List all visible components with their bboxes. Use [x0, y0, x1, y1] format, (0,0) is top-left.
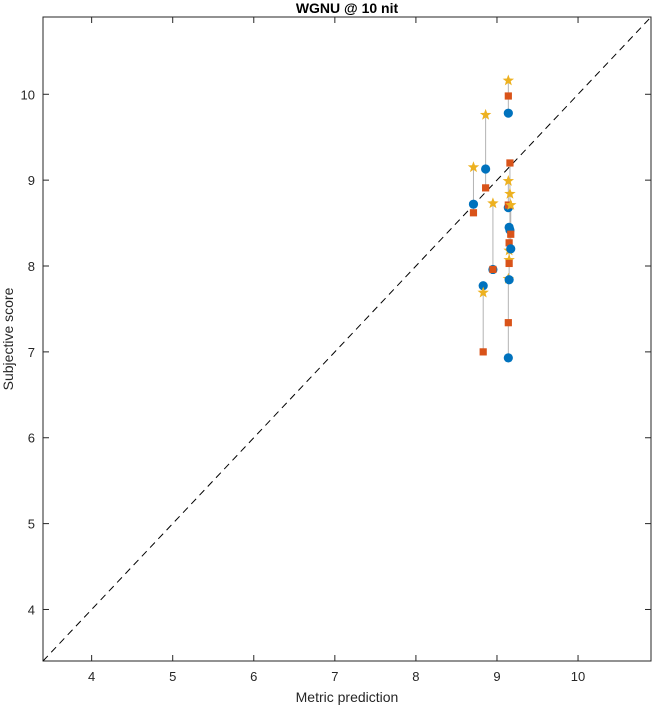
square-point — [504, 319, 512, 327]
x-tick-label: 7 — [331, 669, 338, 684]
square-point — [479, 348, 487, 356]
y-tick-label: 10 — [21, 87, 35, 102]
y-tick-label: 9 — [28, 173, 35, 188]
y-tick-label: 8 — [28, 259, 35, 274]
markers — [467, 74, 517, 363]
square-point — [469, 209, 478, 217]
x-tick-label: 10 — [571, 669, 585, 684]
star-point — [477, 286, 489, 298]
star-point — [503, 254, 515, 265]
square-point — [505, 259, 513, 268]
x-tick-label: 8 — [412, 669, 419, 684]
circle-point — [481, 164, 491, 174]
star-point — [502, 175, 515, 186]
square-point — [504, 92, 512, 100]
y-tick-label: 4 — [28, 602, 35, 617]
y-axis-ticks: 4 5 6 7 8 9 10 — [21, 87, 651, 617]
square-point — [507, 230, 515, 238]
x-axis-label: Metric prediction — [296, 689, 399, 705]
circle-point — [503, 353, 513, 363]
reference-line — [42, 16, 652, 662]
x-tick-label: 5 — [169, 669, 176, 684]
circle-point — [506, 244, 516, 254]
circle-point — [504, 275, 514, 285]
chart-title: WGNU @ 10 nit — [296, 0, 399, 16]
y-axis-label: Subjective score — [0, 287, 16, 390]
x-tick-label: 9 — [493, 669, 500, 684]
square-point — [482, 184, 490, 192]
star-point — [505, 199, 517, 210]
star-point — [467, 161, 480, 173]
star-point — [487, 197, 499, 209]
x-tick-label: 6 — [250, 669, 257, 684]
x-axis-ticks: 4 5 6 7 8 9 10 — [88, 17, 585, 684]
square-point — [505, 239, 513, 247]
y-tick-label: 6 — [28, 431, 35, 446]
square-point — [506, 159, 514, 167]
circle-point — [503, 108, 513, 118]
y-tick-label: 5 — [28, 517, 35, 532]
circle-point — [478, 281, 488, 291]
x-tick-label: 4 — [88, 669, 95, 684]
y-tick-label: 7 — [28, 345, 35, 360]
square-point — [489, 265, 497, 274]
star-point — [502, 74, 515, 86]
star-point — [479, 108, 492, 120]
star-point — [504, 187, 516, 199]
circle-point — [468, 199, 479, 209]
